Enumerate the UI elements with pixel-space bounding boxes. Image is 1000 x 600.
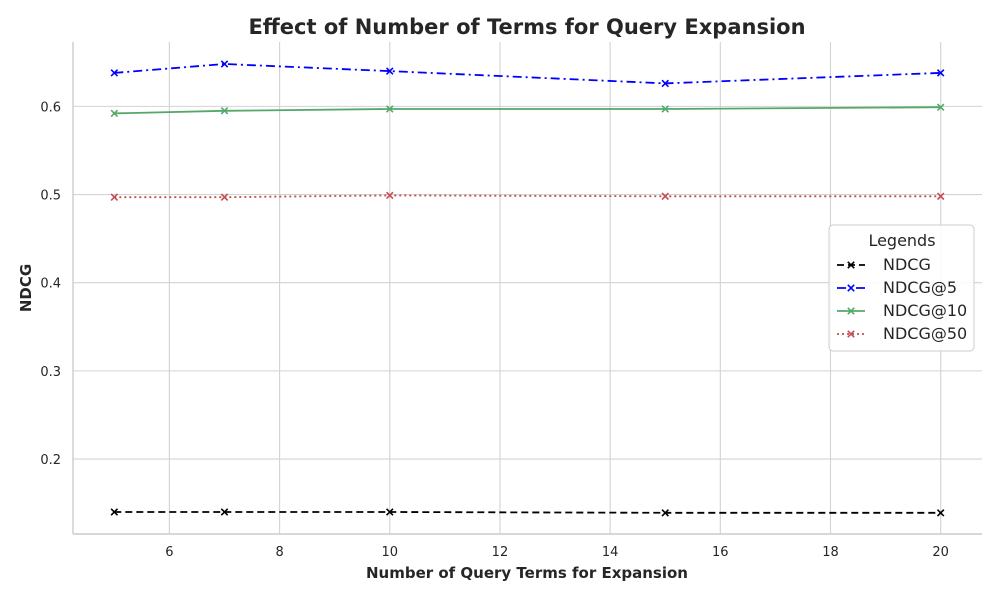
data-point	[220, 508, 229, 516]
data-point	[110, 69, 119, 77]
data-point	[386, 67, 394, 75]
data-point	[110, 109, 119, 118]
x-tick-label: 12	[492, 545, 509, 560]
legend-item: NDCG	[837, 255, 931, 274]
data-point	[936, 103, 945, 112]
tick-labels: 6 8 10 12 14 16 18 20 0.2 0.3 0.4 0.5 0.6	[40, 100, 949, 560]
data-point	[220, 107, 229, 115]
series-line	[114, 63, 941, 85]
x-tick-label: 16	[712, 545, 729, 560]
x-axis-title: Number of Query Terms for Expansion	[366, 564, 688, 582]
legend-label: NDCG	[883, 255, 931, 274]
x-tick-label: 8	[275, 545, 283, 560]
data-point	[220, 193, 229, 201]
legend-label: NDCG@10	[883, 301, 967, 320]
series-line	[114, 106, 941, 115]
y-tick-label: 0.4	[40, 277, 61, 292]
series-ndcg-50	[110, 191, 945, 201]
legend-item: NDCG@10	[837, 301, 967, 320]
x-tick-label: 14	[602, 545, 619, 560]
data-point	[386, 105, 394, 113]
grid-lines	[73, 42, 982, 534]
series-lines	[110, 60, 945, 517]
x-tick-label: 18	[822, 545, 839, 560]
legend-item: NDCG@50	[837, 324, 967, 343]
series-ndcg-10	[110, 103, 945, 118]
y-tick-label: 0.2	[40, 453, 61, 468]
axes	[72, 42, 982, 535]
data-point	[386, 191, 394, 200]
legend-item: NDCG@5	[837, 278, 957, 297]
series-line	[114, 194, 941, 199]
data-point	[661, 79, 669, 88]
y-tick-label: 0.5	[40, 189, 61, 204]
x-tick-label: 20	[932, 545, 949, 560]
data-point	[110, 193, 119, 201]
legend-box	[828, 224, 975, 352]
legend: Legends NDCG NDCG@5 NDCG@10 NDCG@50	[828, 224, 975, 352]
legend-marker	[847, 307, 855, 315]
legend-label: NDCG@5	[883, 278, 957, 297]
data-point	[386, 508, 394, 516]
legend-marker	[847, 330, 855, 338]
series-line	[114, 511, 941, 514]
data-point	[936, 509, 945, 517]
data-point	[661, 509, 669, 517]
y-axis-title: NDCG	[17, 264, 35, 312]
series-ndcg	[110, 508, 945, 517]
y-tick-label: 0.3	[40, 365, 61, 380]
x-tick-label: 10	[381, 545, 398, 560]
chart-title: Effect of Number of Terms for Query Expa…	[248, 15, 805, 39]
legend-marker	[847, 284, 855, 292]
data-point	[661, 105, 669, 113]
legend-marker	[847, 261, 855, 269]
series-ndcg-5	[110, 60, 945, 88]
legend-title: Legends	[868, 231, 935, 250]
legend-label: NDCG@50	[883, 324, 967, 343]
data-point	[936, 69, 945, 77]
data-point	[661, 192, 669, 201]
data-point	[220, 60, 229, 68]
data-point	[110, 508, 119, 516]
data-point	[936, 192, 945, 201]
x-tick-label: 6	[165, 545, 173, 560]
y-tick-label: 0.6	[40, 100, 61, 115]
